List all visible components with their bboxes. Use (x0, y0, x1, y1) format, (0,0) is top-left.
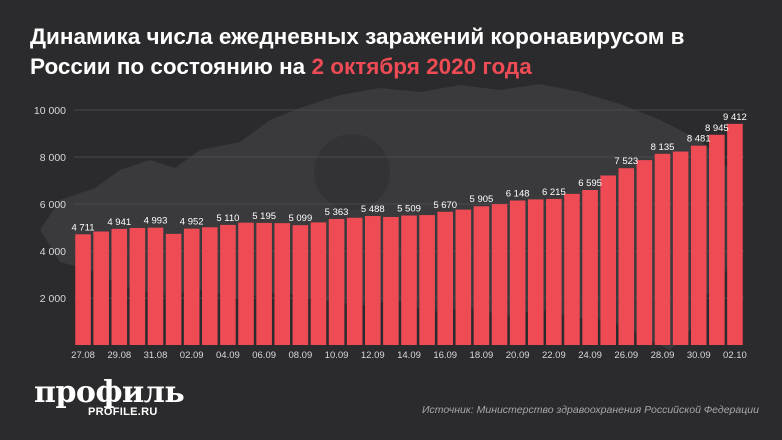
data-label: 5 488 (361, 204, 385, 215)
logo-text: профиль (34, 375, 185, 410)
data-label: 4 993 (144, 216, 168, 227)
x-tick-label: 28.09 (651, 350, 675, 361)
title-main: Динамика числа ежедневных заражений коро… (30, 24, 685, 79)
bar (582, 190, 598, 345)
data-label: 6 215 (542, 187, 566, 198)
bar (600, 175, 616, 345)
bar (546, 198, 562, 345)
data-label: 7 523 (614, 156, 638, 167)
logo-domain: PROFILE.RU (88, 406, 158, 418)
bar (165, 233, 182, 345)
data-label: 5 110 (216, 213, 239, 224)
bar (509, 200, 526, 345)
bar (310, 222, 327, 345)
data-label: 4 952 (180, 217, 204, 228)
x-tick-label: 06.09 (252, 350, 276, 361)
bar (473, 206, 490, 345)
profile-logo[interactable]: профиль PROFILE.RU (34, 375, 185, 419)
bar (419, 215, 435, 345)
x-tick-label: 10.09 (325, 350, 349, 361)
chart-title: Динамика числа ежедневных заражений коро… (30, 22, 770, 82)
bars (75, 123, 743, 346)
bar (274, 223, 291, 345)
data-label: 5 509 (397, 204, 421, 215)
data-label: 5 195 (252, 211, 276, 222)
x-tick-label: 29.08 (107, 350, 131, 361)
title-date-accent: 2 октября 2020 года (311, 54, 532, 79)
x-tick-label: 22.09 (542, 350, 566, 361)
bar (672, 151, 689, 345)
bar (455, 209, 472, 345)
bar (709, 134, 725, 345)
data-label: 9 412 (723, 112, 747, 123)
bar (75, 234, 91, 345)
data-label: 6 148 (506, 189, 530, 200)
data-label: 5 099 (288, 213, 312, 224)
y-tick-label: 10 000 (34, 105, 66, 117)
y-tick-label: 2 000 (40, 293, 66, 305)
x-tick-label: 08.09 (288, 350, 312, 361)
x-tick-label: 12.09 (361, 350, 385, 361)
source-note: Источник: Министерство здравоохранения Р… (422, 404, 759, 416)
x-tick-label: 04.09 (216, 350, 240, 361)
x-tick-label: 31.08 (144, 350, 168, 361)
x-tick-label: 20.09 (506, 350, 530, 361)
y-tick-label: 8 000 (40, 152, 66, 164)
bar (491, 204, 508, 345)
x-tick-label: 26.09 (614, 350, 638, 361)
bar (727, 123, 743, 346)
bar (256, 222, 272, 345)
bar (527, 199, 544, 345)
data-label: 8 135 (651, 142, 675, 153)
data-label: 4 711 (72, 222, 95, 233)
bar (618, 168, 635, 345)
data-labels: 4 711 4 941 4 993 4 952 5 110 5 195 5 099 5 363… (72, 112, 747, 233)
bar (129, 227, 146, 345)
bar (654, 153, 671, 345)
bar (401, 215, 417, 345)
bar (147, 227, 164, 345)
bar (93, 231, 109, 345)
bar (636, 160, 653, 345)
x-tick-label: 16.09 (433, 350, 457, 361)
bar (383, 216, 399, 345)
bar (202, 227, 218, 345)
x-tick-label: 30.09 (687, 350, 711, 361)
x-tick-label: 02.09 (180, 350, 204, 361)
x-axis-ticks: 27.08 29.08 31.08 02.09 04.09 06.09 08.09 10.09… (71, 350, 747, 361)
data-label: 6 595 (578, 178, 602, 189)
bar (690, 145, 707, 345)
bar (238, 222, 254, 345)
bar (437, 211, 454, 345)
data-label: 5 363 (325, 207, 349, 218)
data-label: 5 905 (470, 194, 494, 205)
x-tick-label: 24.09 (578, 350, 602, 361)
bar (364, 216, 381, 345)
bar (346, 217, 363, 345)
x-tick-label: 27.08 (71, 350, 95, 361)
x-tick-label: 14.09 (397, 350, 421, 361)
data-label: 4 941 (107, 217, 131, 228)
y-tick-label: 4 000 (40, 246, 66, 258)
x-tick-label: 02.10 (723, 350, 747, 361)
data-label: 8 481 (687, 134, 711, 145)
y-tick-label: 6 000 (40, 199, 66, 211)
bar (220, 224, 236, 345)
x-tick-label: 18.09 (470, 350, 494, 361)
data-label: 8 945 (705, 123, 729, 134)
bar (328, 218, 345, 345)
bar (111, 228, 128, 345)
data-label: 5 670 (433, 200, 457, 211)
bar (183, 228, 200, 345)
bar (292, 225, 309, 345)
y-axis-ticks: 2 000 4 000 6 000 8 000 10 000 (34, 105, 66, 305)
bar (564, 193, 580, 345)
